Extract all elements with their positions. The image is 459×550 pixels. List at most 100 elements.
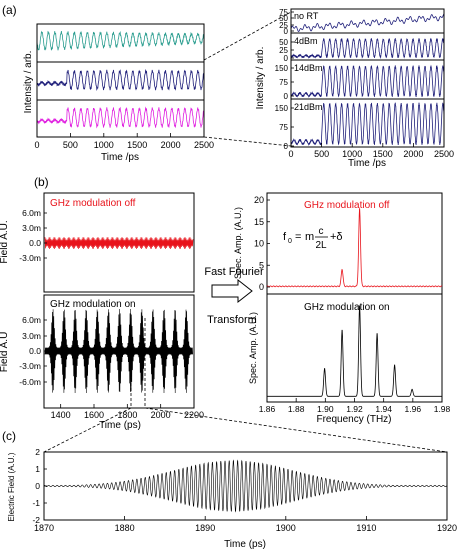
b-right-ylabel-top: Spec. Amp. (A.U.)	[233, 207, 243, 279]
svg-text:m: m	[305, 231, 314, 243]
formula: f 0 = m c 2L +δ	[283, 226, 343, 251]
a-right-ytick-label: 0	[284, 92, 289, 101]
c-ytick-label: 2	[35, 447, 40, 457]
a-right-xtick-label: 1500	[373, 149, 393, 159]
b-right-xtick-label: 1.94	[375, 404, 392, 414]
b-left-xtick-label: 2000	[151, 410, 171, 420]
svg-text:c: c	[319, 226, 324, 237]
b-right-xtick-label: 1.98	[434, 404, 451, 414]
b-left-xlabel: Time (ps)	[99, 420, 141, 431]
b-right-ytick-label: 20	[254, 195, 264, 205]
a-right-sublabel-1: 4dBm	[294, 36, 318, 46]
c-xtick-label: 1870	[34, 523, 54, 533]
a-right-sublabel-0: no RT	[294, 11, 319, 21]
c-ytick-label: -2	[32, 515, 40, 525]
b-left-xtick-label: 1400	[51, 410, 71, 420]
a-right-series-1	[290, 37, 445, 59]
b-right-ytick-label: 5	[259, 260, 264, 270]
b-left-xtick-label: 1600	[84, 410, 104, 420]
c-xtick-label: 1920	[437, 523, 457, 533]
panel-b-left-chart: 6.0m 3.0m 0.0 -3.0m 6.0m 3.0m 0.0 -3.0m -6.0m 140…	[0, 192, 204, 431]
b-left-xtick-label: 1800	[117, 410, 137, 420]
b-left-ytick-label: -3.0m	[19, 361, 41, 371]
a-zoom-connector-top	[203, 11, 292, 61]
c-ytick-label: 1	[35, 464, 40, 474]
svg-text:2L: 2L	[315, 240, 327, 251]
panel-label-a: (a)	[2, 3, 17, 17]
c-xtick-label: 1910	[356, 523, 376, 533]
svg-text:=: =	[295, 231, 301, 243]
b-left-ytick-label: 0.0	[29, 346, 41, 356]
b-right-label-off: GHz modulation off	[304, 200, 390, 211]
c-zoom-connector-right	[144, 407, 448, 453]
b-left-ylabel-top: Field A.U.	[0, 220, 10, 263]
a-right-ytick-label: 75	[279, 78, 288, 87]
c-xtick-label: 1900	[276, 523, 296, 533]
b-left-ytick-label: 6.0m	[22, 315, 41, 325]
a-right-sublabel-2: 14dBm	[294, 63, 323, 73]
b-left-series-on	[44, 308, 193, 394]
a-right-xtick-label: 1000	[342, 149, 362, 159]
a-left-xtick-label: 2500	[194, 140, 214, 150]
b-left-label-off: GHz modulation off	[50, 198, 136, 209]
a-right-ytick-label: 50	[279, 38, 288, 47]
a-right-series-0	[290, 13, 445, 32]
b-left-ytick-label: 6.0m	[22, 208, 41, 218]
a-right-sublabel-3: 21dBm	[294, 102, 323, 112]
a-left-xtick-label: 1500	[127, 140, 147, 150]
b-right-series-on	[267, 305, 442, 397]
c-ytick-label: 0	[35, 481, 40, 491]
b-left-label-on: GHz modulation on	[50, 299, 136, 310]
a-right-xlabel: Time /ps	[348, 158, 386, 169]
b-right-xtick-label: 1.88	[288, 404, 305, 414]
panel-label-b: (b)	[34, 175, 49, 189]
a-zoom-connector-bottom	[203, 136, 292, 147]
a-left-series-2	[36, 106, 205, 129]
b-left-ylabel-bottom: Field A.U	[0, 332, 10, 373]
b-right-ytick-label: 10	[254, 239, 264, 249]
a-left-xtick-label: 1000	[94, 140, 114, 150]
b-right-ytick-label: 15	[254, 217, 264, 227]
panel-label-c: (c)	[2, 429, 16, 443]
b-right-label-on: GHz modulation on	[304, 302, 390, 313]
svg-text:+δ: +δ	[330, 231, 343, 243]
fft-label-line2: Transform	[207, 314, 257, 326]
c-ytick-label: -1	[32, 498, 40, 508]
b-left-ytick-label: 3.0m	[22, 331, 41, 341]
a-right-xtick-label: 2000	[403, 149, 423, 159]
a-right-ytick-label: 150	[275, 64, 289, 73]
c-xlabel: Time (ps)	[224, 539, 266, 550]
b-right-xtick-label: 1.90	[317, 404, 334, 414]
b-left-ytick-label: -6.0m	[19, 377, 41, 387]
a-left-series-0	[36, 30, 205, 51]
b-left-xtick-label: 2200	[184, 410, 204, 420]
b-right-ylabel-bottom: Spec. Amp. (A.U.)	[248, 312, 258, 384]
a-right-series-2	[290, 64, 445, 98]
b-right-xtick-label: 1.86	[259, 404, 276, 414]
c-zoom-connector-left	[43, 407, 132, 453]
b-right-xtick-label: 1.92	[346, 404, 363, 414]
a-right-ytick-label: 0	[284, 142, 289, 151]
c-xtick-label: 1890	[195, 523, 215, 533]
a-left-xtick-label: 500	[63, 140, 78, 150]
fft-arrow	[211, 278, 253, 304]
a-left-xtick-label: 0	[34, 140, 39, 150]
b-left-series-off	[44, 236, 194, 250]
b-left-ytick-label: -3.0m	[19, 253, 41, 263]
svg-text:f: f	[283, 231, 287, 243]
a-right-ytick-label: 0	[284, 27, 289, 36]
fft-label-line1: Fast Fourier	[204, 266, 264, 278]
a-right-ytick-label: 50	[279, 14, 288, 23]
b-right-ytick-label: 0	[259, 282, 264, 292]
b-left-ytick-label: 0.0	[29, 238, 41, 248]
panel-a-left-chart: 0 500 1000 1500 2000 2500 Time /ps Intensity …	[23, 23, 214, 163]
a-right-xtick-label: 2500	[434, 149, 454, 159]
a-right-ytick-label: 75	[279, 123, 288, 132]
b-right-series-off	[266, 207, 443, 288]
panel-b-right-chart: 0 5 10 15 20 1.86 1.88 1.90 1.92 1.94 1.96 1.98 GHz…	[233, 192, 451, 425]
b-right-xtick-label: 1.96	[405, 404, 422, 414]
c-series	[43, 459, 448, 513]
